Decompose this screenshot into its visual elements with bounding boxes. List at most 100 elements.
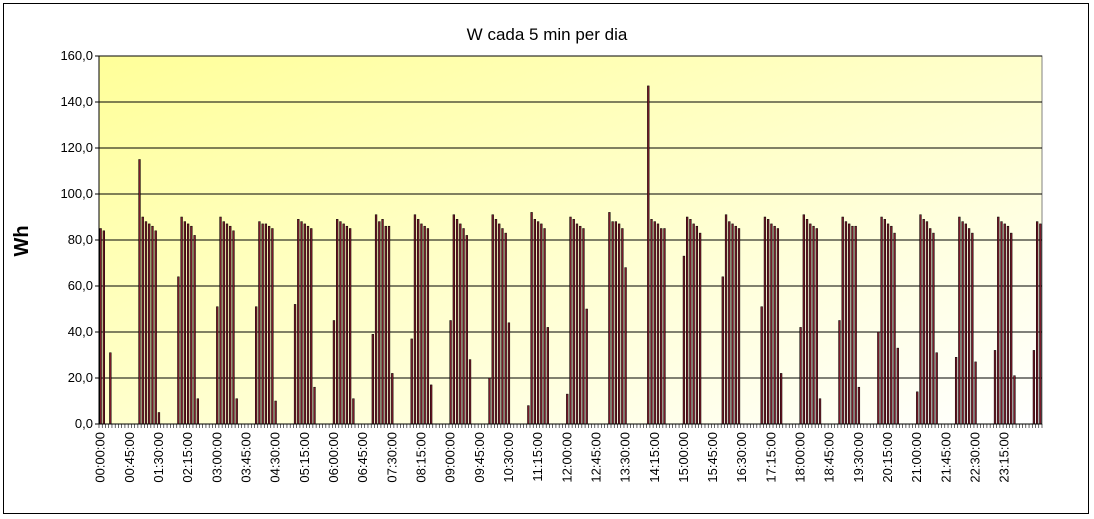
bar: [387, 225, 391, 425]
x-axis-ticks: 00:00:00 00:45:00 01:30:00 02:15:00 03:00:00…: [93, 424, 1043, 483]
chart-title: W cada 5 min per dia: [467, 25, 628, 44]
bar: [692, 223, 695, 425]
bar: [384, 225, 387, 425]
bar: [336, 219, 339, 425]
bar: [345, 225, 349, 425]
y-tick-label: 100,0: [60, 186, 93, 201]
bar: [465, 235, 468, 425]
bar: [653, 221, 656, 425]
bar: [413, 214, 417, 425]
bar: [190, 225, 193, 425]
bar: [109, 352, 112, 425]
bar: [468, 359, 472, 425]
bar: [1010, 232, 1013, 425]
bar: [141, 216, 144, 425]
bar: [381, 219, 384, 425]
bar: [222, 221, 225, 425]
bar: [857, 386, 861, 425]
bar: [339, 221, 342, 425]
bar: [423, 225, 426, 425]
bar: [579, 225, 582, 425]
bar: [776, 228, 780, 425]
bar: [922, 219, 925, 425]
bar: [802, 214, 805, 425]
bar: [543, 228, 546, 425]
bar: [540, 223, 543, 425]
bar: [1006, 225, 1010, 425]
bar: [883, 219, 886, 425]
x-tick-label: 09:45:00: [472, 432, 487, 483]
bar: [527, 405, 530, 425]
bar: [967, 228, 971, 425]
bar: [504, 232, 507, 425]
y-tick-label: 80,0: [68, 232, 93, 247]
bar: [851, 225, 854, 425]
bar: [805, 219, 809, 425]
bar: [890, 225, 893, 425]
bar: [916, 391, 919, 425]
bar: [342, 223, 345, 425]
bar: [352, 398, 355, 425]
bar: [332, 320, 336, 425]
bar: [958, 216, 961, 425]
bar: [686, 216, 689, 425]
x-tick-label: 00:45:00: [122, 432, 137, 483]
x-tick-label: 04:30:00: [268, 432, 283, 483]
x-tick-label: 00:00:00: [93, 432, 108, 483]
bar: [378, 221, 381, 425]
bar: [935, 352, 938, 425]
bar: [313, 386, 316, 425]
bar: [138, 159, 141, 425]
bar: [818, 398, 822, 425]
bar: [838, 320, 841, 425]
x-tick-label: 05:15:00: [297, 432, 312, 483]
x-tick-label: 13:30:00: [618, 432, 633, 483]
bar: [349, 228, 352, 425]
x-tick-label: 11:15:00: [530, 432, 545, 482]
bar: [575, 223, 579, 425]
y-tick-label: 120,0: [60, 140, 93, 155]
x-tick-label: 12:00:00: [559, 432, 574, 483]
bar: [611, 221, 614, 425]
bar: [491, 214, 494, 425]
bar: [193, 235, 196, 425]
bar: [297, 219, 300, 425]
bar: [264, 223, 268, 425]
bar: [650, 219, 653, 425]
bar: [229, 225, 232, 425]
bar: [854, 225, 857, 425]
bar: [767, 219, 770, 425]
bar: [102, 230, 106, 425]
bar: [300, 221, 303, 425]
bar: [932, 232, 935, 425]
bar: [647, 85, 650, 425]
x-tick-label: 15:45:00: [705, 432, 720, 483]
bar: [144, 221, 148, 425]
bar: [1013, 375, 1016, 425]
bar: [569, 216, 572, 425]
bar: [501, 228, 504, 425]
bar: [274, 400, 277, 425]
x-tick-label: 15:00:00: [676, 432, 691, 483]
bar: [151, 225, 154, 425]
bar: [656, 223, 660, 425]
x-tick-label: 08:15:00: [413, 432, 428, 483]
bar: [773, 225, 776, 425]
y-tick-label: 160,0: [60, 48, 93, 63]
y-tick-label: 0,0: [75, 416, 93, 431]
bar: [494, 219, 498, 425]
bar: [420, 223, 423, 425]
bar: [925, 221, 929, 425]
bar: [498, 223, 501, 425]
bar: [721, 276, 724, 425]
bar: [488, 377, 491, 425]
bar: [271, 228, 274, 425]
bar: [410, 338, 413, 425]
bar: [770, 223, 773, 425]
x-tick-label: 23:15:00: [997, 432, 1012, 483]
x-tick-label: 22:30:00: [968, 432, 983, 483]
x-tick-label: 20:15:00: [880, 432, 895, 483]
x-tick-label: 21:45:00: [938, 432, 953, 483]
bar: [157, 412, 161, 425]
x-tick-label: 03:45:00: [238, 432, 253, 483]
